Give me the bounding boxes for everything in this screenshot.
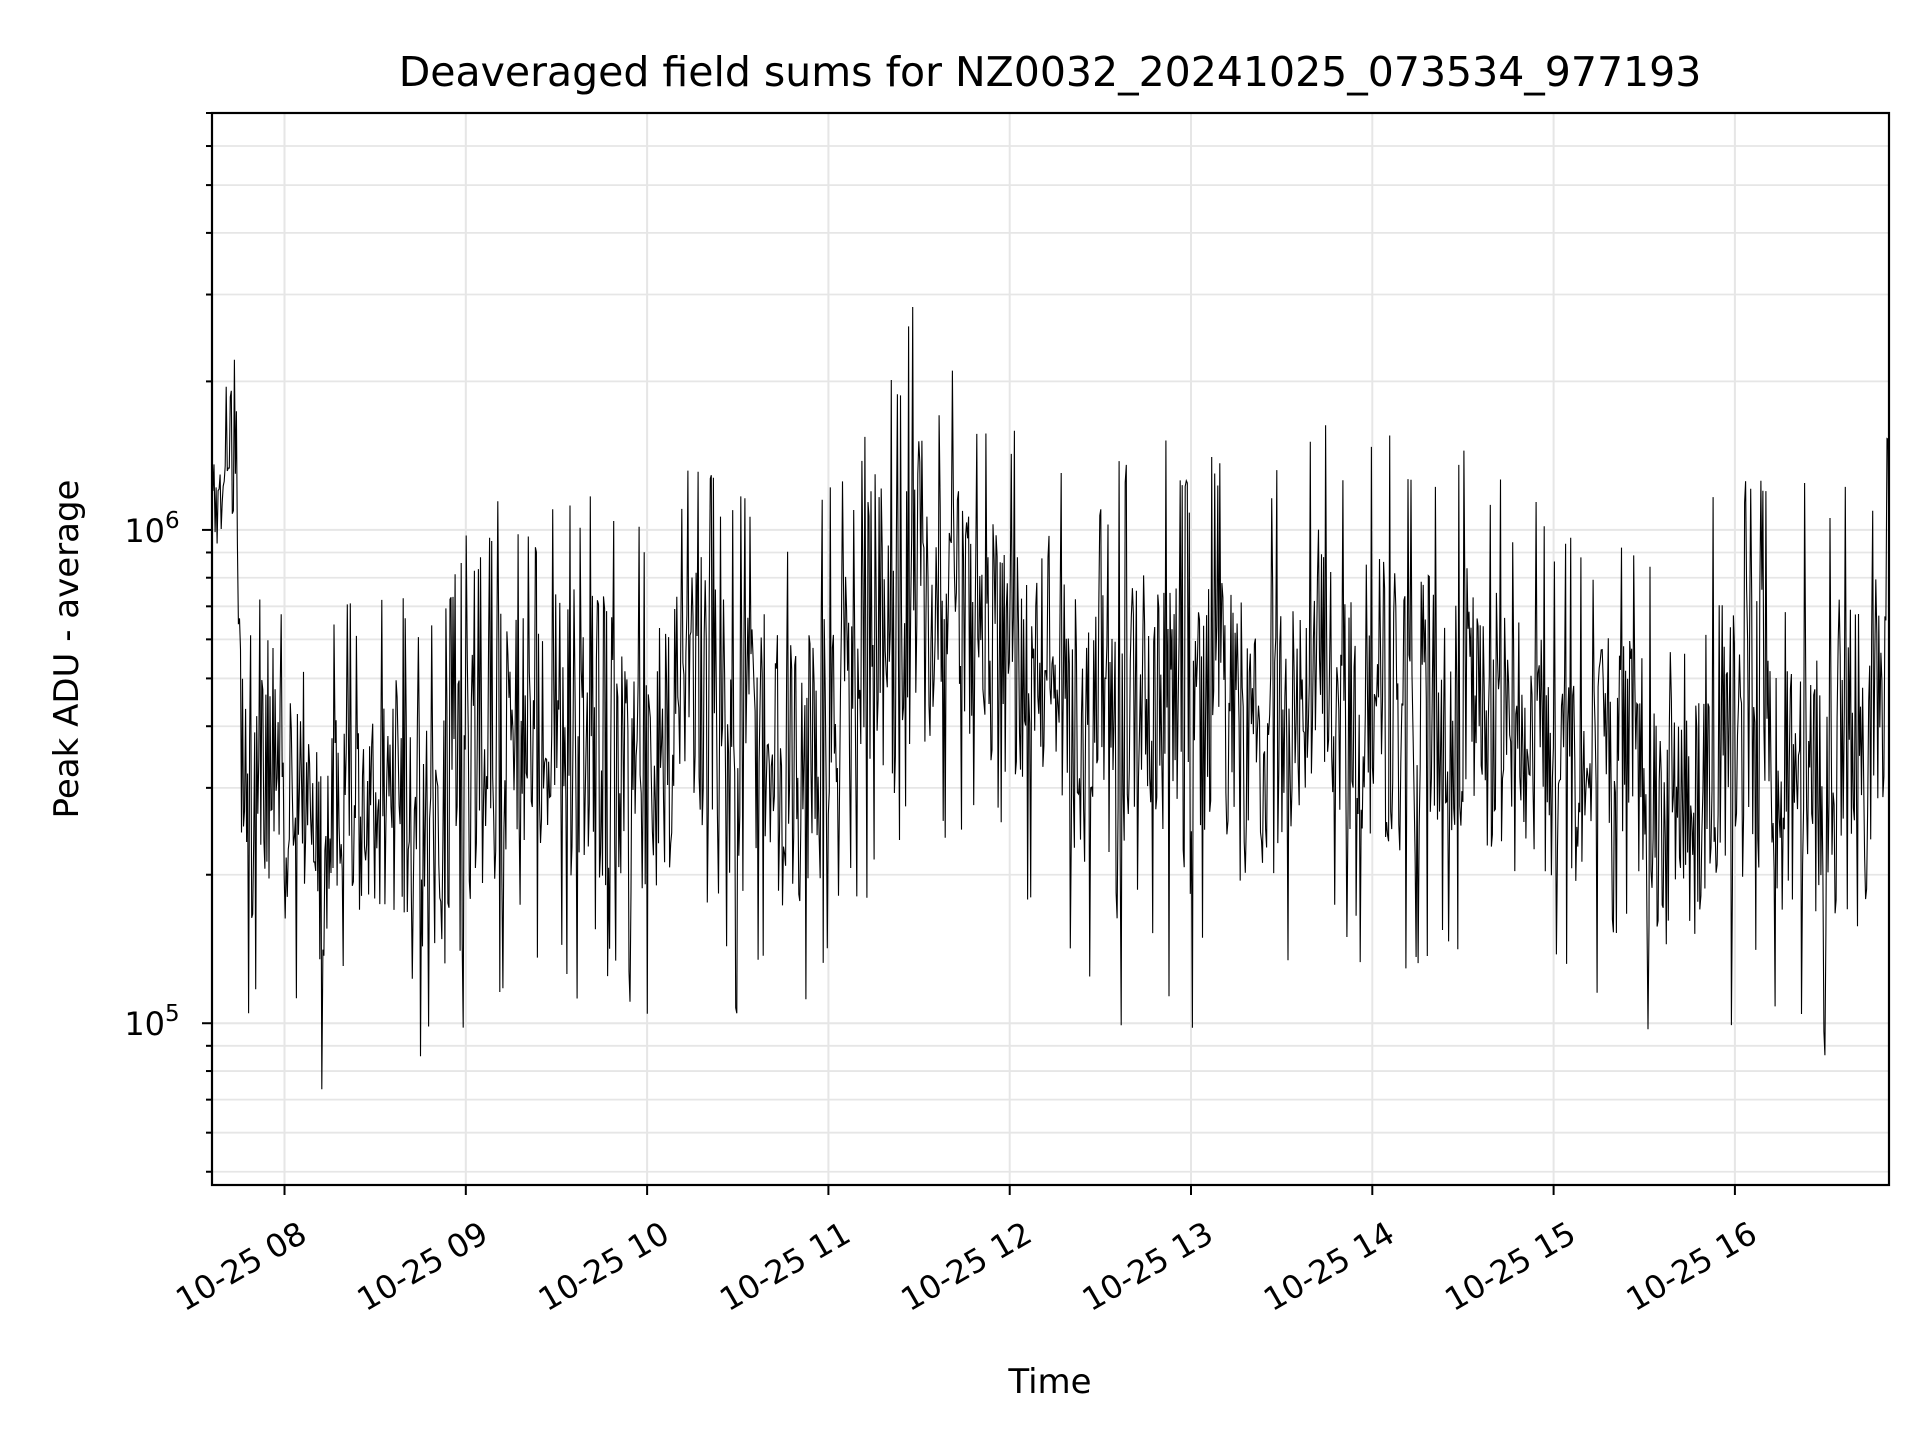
chart-title: Deaveraged field sums for NZ0032_2024102… (399, 48, 1702, 96)
y-axis-label: Peak ADU - average (47, 480, 87, 819)
y-tick-label: 106 (124, 508, 179, 550)
plot-frame (210, 111, 1891, 1187)
x-axis-label: Time (1007, 1362, 1091, 1402)
series-line (212, 306, 1889, 1090)
y-tick-label: 105 (124, 1001, 179, 1043)
